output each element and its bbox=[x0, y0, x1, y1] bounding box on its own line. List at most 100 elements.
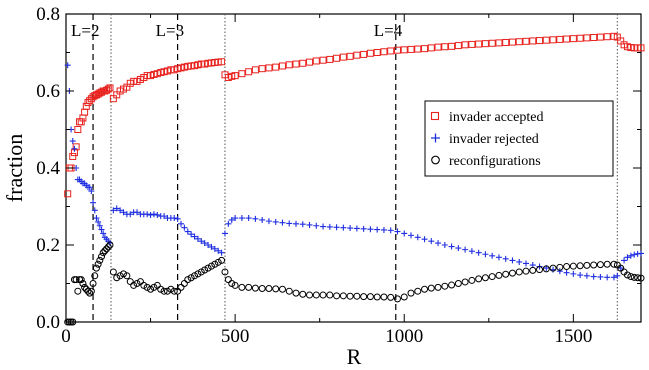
data-point-rejected bbox=[150, 211, 157, 218]
data-point-reconfiguration bbox=[441, 282, 449, 290]
data-point-reconfiguration bbox=[91, 272, 99, 280]
data-point-reconfiguration bbox=[515, 268, 523, 276]
data-point-rejected bbox=[95, 218, 102, 225]
data-point-accepted bbox=[495, 39, 503, 47]
data-point-reconfiguration bbox=[634, 274, 642, 282]
data-point-reconfiguration bbox=[147, 285, 155, 293]
data-point-rejected bbox=[495, 254, 502, 261]
data-point-reconfiguration bbox=[319, 291, 327, 299]
data-point-accepted bbox=[434, 43, 442, 51]
data-point-rejected bbox=[631, 251, 638, 258]
data-point-reconfiguration bbox=[623, 271, 631, 279]
data-point-rejected bbox=[71, 145, 78, 152]
y-tick-label: 0.6 bbox=[36, 81, 60, 102]
x-tick-label: 1000 bbox=[385, 326, 423, 347]
data-point-reconfiguration bbox=[278, 285, 286, 293]
data-point-rejected bbox=[509, 257, 516, 264]
data-point-reconfiguration bbox=[94, 260, 102, 268]
data-point-reconfiguration bbox=[163, 287, 171, 295]
data-point-reconfiguration bbox=[228, 280, 236, 287]
data-point-reconfiguration bbox=[211, 260, 219, 268]
data-point-accepted bbox=[481, 40, 489, 48]
data-point-rejected bbox=[174, 215, 181, 222]
series-layer bbox=[64, 32, 645, 326]
data-point-rejected bbox=[489, 252, 496, 259]
data-point-reconfiguration bbox=[326, 291, 334, 299]
data-point-reconfiguration bbox=[583, 261, 591, 269]
data-point-accepted bbox=[218, 58, 226, 66]
annotation-l-2: L=2 bbox=[71, 21, 99, 40]
data-point-reconfiguration bbox=[508, 269, 516, 277]
data-point-accepted bbox=[69, 152, 77, 160]
data-point-reconfiguration bbox=[197, 268, 205, 276]
y-axis-title: fraction bbox=[2, 134, 27, 202]
data-point-rejected bbox=[228, 216, 235, 223]
data-point-rejected bbox=[624, 254, 631, 261]
data-point-rejected bbox=[468, 248, 475, 255]
data-point-reconfiguration bbox=[481, 274, 489, 282]
data-point-reconfiguration bbox=[116, 272, 124, 280]
data-point-rejected bbox=[134, 209, 141, 216]
data-point-reconfiguration bbox=[360, 293, 368, 301]
data-point-rejected bbox=[360, 225, 367, 232]
data-point-rejected bbox=[154, 211, 161, 218]
data-point-accepted bbox=[576, 34, 584, 42]
data-point-reconfiguration bbox=[596, 261, 604, 269]
data-point-rejected bbox=[218, 249, 225, 256]
data-point-rejected bbox=[394, 228, 401, 235]
data-point-rejected bbox=[117, 207, 124, 214]
data-point-reconfiguration bbox=[187, 274, 195, 282]
data-point-accepted bbox=[74, 126, 82, 133]
y-tick-label: 0.8 bbox=[36, 4, 60, 25]
data-point-reconfiguration bbox=[488, 273, 496, 281]
data-point-accepted bbox=[245, 68, 253, 76]
data-point-rejected bbox=[401, 230, 408, 237]
data-point-accepted bbox=[104, 85, 112, 93]
data-point-reconfiguration bbox=[167, 285, 175, 293]
data-point-accepted bbox=[346, 52, 354, 60]
data-point-accepted bbox=[285, 61, 293, 69]
data-point-rejected bbox=[205, 242, 212, 248]
data-point-rejected bbox=[604, 274, 611, 281]
data-point-accepted bbox=[299, 59, 307, 67]
data-point-rejected bbox=[96, 222, 103, 229]
y-tick-label: 0.2 bbox=[36, 235, 60, 256]
data-point-reconfiguration bbox=[373, 293, 381, 301]
data-point-reconfiguration bbox=[339, 292, 347, 300]
data-point-rejected bbox=[194, 235, 201, 242]
legend-marker-accepted bbox=[430, 111, 440, 121]
data-point-rejected bbox=[73, 165, 80, 171]
data-point-reconfiguration bbox=[104, 243, 112, 251]
data-point-reconfiguration bbox=[603, 260, 611, 268]
data-point-reconfiguration bbox=[251, 284, 259, 292]
legend: invader accepted invader rejected reconf… bbox=[424, 100, 614, 177]
data-point-rejected bbox=[161, 213, 168, 220]
data-point-reconfiguration bbox=[610, 260, 618, 268]
data-point-accepted bbox=[106, 84, 114, 92]
series-reconfigurations bbox=[64, 241, 645, 326]
data-point-rejected bbox=[320, 223, 327, 230]
data-point-accepted bbox=[583, 34, 591, 42]
data-point-reconfiguration bbox=[576, 262, 584, 270]
y-tick-label: 0.4 bbox=[36, 158, 60, 179]
data-point-rejected bbox=[597, 273, 604, 280]
data-point-rejected bbox=[621, 257, 628, 264]
data-point-rejected bbox=[198, 238, 205, 245]
data-point-accepted bbox=[522, 37, 530, 45]
x-axis-title: R bbox=[347, 344, 362, 369]
data-point-reconfiguration bbox=[461, 278, 469, 286]
data-point-rejected bbox=[191, 233, 198, 240]
data-point-accepted bbox=[366, 49, 374, 57]
data-point-accepted bbox=[278, 62, 286, 70]
data-point-reconfiguration bbox=[258, 285, 266, 293]
data-point-accepted bbox=[380, 48, 388, 56]
data-point-rejected bbox=[306, 221, 313, 228]
data-point-reconfiguration bbox=[77, 276, 85, 284]
data-point-reconfiguration bbox=[333, 292, 341, 300]
data-point-reconfiguration bbox=[312, 291, 320, 299]
data-point-rejected bbox=[232, 215, 239, 222]
data-point-rejected bbox=[252, 215, 259, 222]
data-point-reconfiguration bbox=[502, 270, 510, 278]
data-point-reconfiguration bbox=[87, 287, 95, 295]
